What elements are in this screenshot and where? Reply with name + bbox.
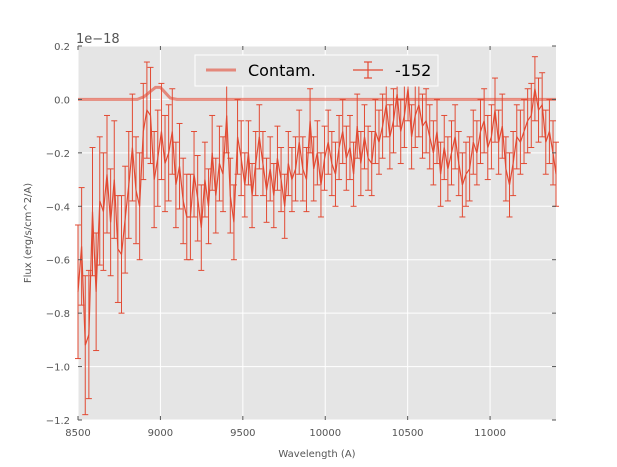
y-tick-label: −1.2: [46, 416, 70, 427]
legend-flux-swatch: [353, 61, 383, 79]
x-tick-label: 10000: [309, 428, 341, 439]
y-tick-label: −0.4: [46, 202, 70, 213]
y-tick-label: −0.8: [46, 309, 70, 320]
flux-series: [75, 56, 559, 416]
legend-flux-label: -152: [395, 61, 431, 80]
y-tick-label: −0.6: [46, 256, 70, 267]
x-tick-label: 9500: [230, 428, 255, 439]
x-tick-label: 9000: [148, 428, 173, 439]
y-tick-label: 0.2: [54, 42, 70, 53]
x-axis-label: Wavelength (A): [278, 449, 355, 460]
plot-area: [78, 46, 556, 420]
contam-series: [78, 85, 556, 101]
y-tick-label: 0.0: [54, 95, 70, 106]
y-tick-label: −1.0: [46, 363, 70, 374]
y-offset-text: 1e−18: [76, 32, 120, 47]
x-tick-label: 10500: [392, 428, 424, 439]
axis-ticks: 8500 9000 9500 10000 10500 11000 0.2 0.0 −0.2 −0.…: [46, 42, 556, 439]
y-tick-label: −0.2: [46, 149, 70, 160]
legend-contam-label: Contam.: [248, 61, 316, 80]
x-tick-label: 11000: [474, 428, 506, 439]
contam-line: [78, 85, 556, 101]
x-tick-label: 8500: [65, 428, 90, 439]
y-axis-label: Flux (erg/s/cm^2/A): [23, 183, 34, 283]
flux-line: [77, 88, 557, 346]
legend: Contam. -152: [194, 54, 439, 87]
